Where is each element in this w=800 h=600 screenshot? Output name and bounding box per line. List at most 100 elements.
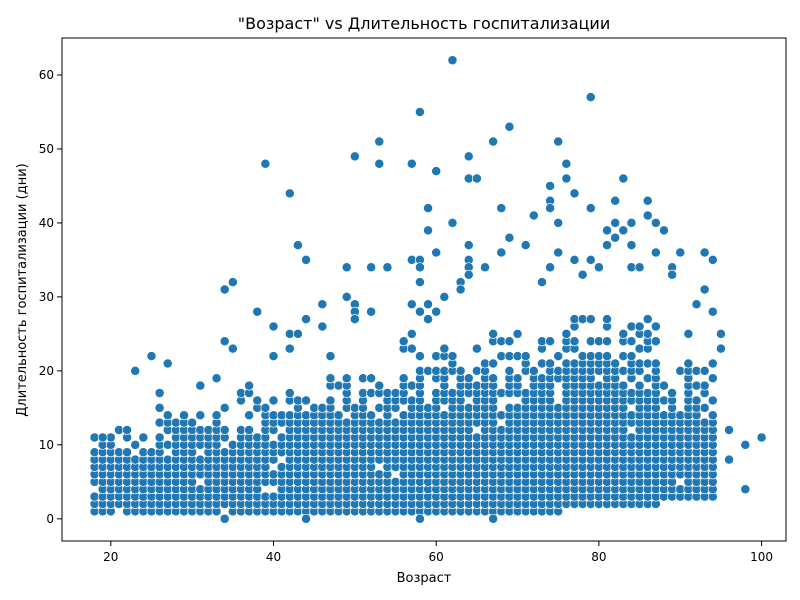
data-point	[374, 136, 385, 147]
data-point	[260, 158, 271, 169]
x-tick-label: 80	[591, 550, 606, 564]
data-point	[699, 284, 710, 295]
data-point	[634, 380, 645, 391]
data-point	[740, 439, 751, 450]
data-point	[650, 336, 661, 347]
data-point	[545, 203, 556, 214]
data-point	[650, 358, 661, 369]
data-point	[292, 240, 303, 251]
data-point	[602, 314, 612, 325]
data-point	[642, 210, 653, 221]
data-point	[366, 410, 377, 421]
data-point	[423, 299, 434, 310]
data-point	[667, 269, 678, 280]
data-point	[195, 380, 206, 391]
data-point	[545, 358, 556, 369]
data-point	[252, 306, 263, 317]
data-point	[349, 314, 360, 325]
data-point	[244, 425, 255, 435]
data-points	[89, 55, 767, 524]
data-point	[341, 373, 352, 384]
x-axis-ticks: 20 40 60 80 100	[103, 541, 773, 564]
data-point	[325, 395, 336, 406]
data-point	[642, 314, 653, 325]
data-point	[618, 173, 629, 184]
data-point	[219, 425, 230, 435]
data-point	[366, 262, 377, 273]
data-point	[463, 151, 474, 162]
data-point	[683, 328, 694, 339]
data-point	[488, 513, 499, 524]
data-point	[195, 410, 206, 421]
data-point	[545, 262, 556, 273]
data-point	[520, 351, 531, 362]
data-point	[585, 203, 596, 214]
data-point	[602, 336, 612, 347]
data-point	[187, 417, 198, 428]
data-point	[447, 351, 458, 362]
data-point	[398, 373, 409, 384]
data-point	[406, 343, 417, 354]
data-point	[227, 343, 238, 354]
data-point	[545, 180, 556, 191]
data-point	[504, 121, 515, 132]
data-point	[471, 173, 482, 184]
data-point	[414, 351, 425, 362]
data-point	[325, 373, 336, 384]
data-point	[618, 380, 629, 391]
data-point	[138, 432, 149, 443]
data-point	[431, 306, 442, 317]
data-point	[650, 321, 661, 332]
data-point	[561, 158, 572, 169]
data-point	[553, 217, 564, 228]
data-point	[488, 358, 499, 369]
data-point	[610, 232, 621, 243]
data-point	[626, 351, 637, 362]
data-point	[301, 254, 311, 265]
data-point	[699, 365, 710, 376]
data-point	[284, 388, 295, 399]
data-point	[724, 425, 735, 435]
plot-frame	[61, 37, 787, 542]
data-point	[569, 336, 580, 347]
data-point	[585, 314, 596, 325]
data-point	[398, 336, 409, 347]
y-tick-label: 30	[39, 290, 54, 304]
data-point	[724, 454, 735, 465]
data-point	[610, 217, 621, 228]
data-point	[431, 166, 442, 177]
data-point	[488, 136, 499, 147]
data-point	[463, 269, 474, 280]
y-tick-label: 50	[39, 142, 54, 156]
data-point	[423, 203, 434, 214]
data-point	[414, 513, 425, 524]
data-point	[618, 225, 629, 236]
data-point	[122, 425, 133, 435]
y-tick-label: 60	[39, 68, 54, 82]
data-point	[553, 351, 564, 362]
data-point	[667, 388, 678, 399]
data-point	[447, 55, 458, 66]
data-point	[244, 410, 255, 421]
y-tick-label: 10	[39, 438, 54, 452]
data-point	[553, 136, 564, 147]
data-point	[219, 402, 230, 413]
data-point	[211, 373, 222, 384]
data-point	[423, 314, 434, 325]
data-point	[577, 269, 588, 280]
x-axis-label: Возраст	[397, 571, 452, 586]
data-point	[431, 247, 442, 258]
data-point	[268, 321, 279, 332]
data-point	[162, 358, 173, 369]
data-point	[683, 358, 694, 369]
data-point	[699, 247, 710, 258]
data-point	[528, 210, 539, 221]
data-point	[284, 343, 295, 354]
data-point	[219, 336, 230, 347]
data-point	[537, 277, 547, 288]
data-point	[317, 299, 328, 310]
data-point	[211, 410, 222, 421]
data-point	[284, 188, 295, 199]
x-tick-label: 100	[750, 550, 773, 564]
data-point	[439, 291, 450, 302]
